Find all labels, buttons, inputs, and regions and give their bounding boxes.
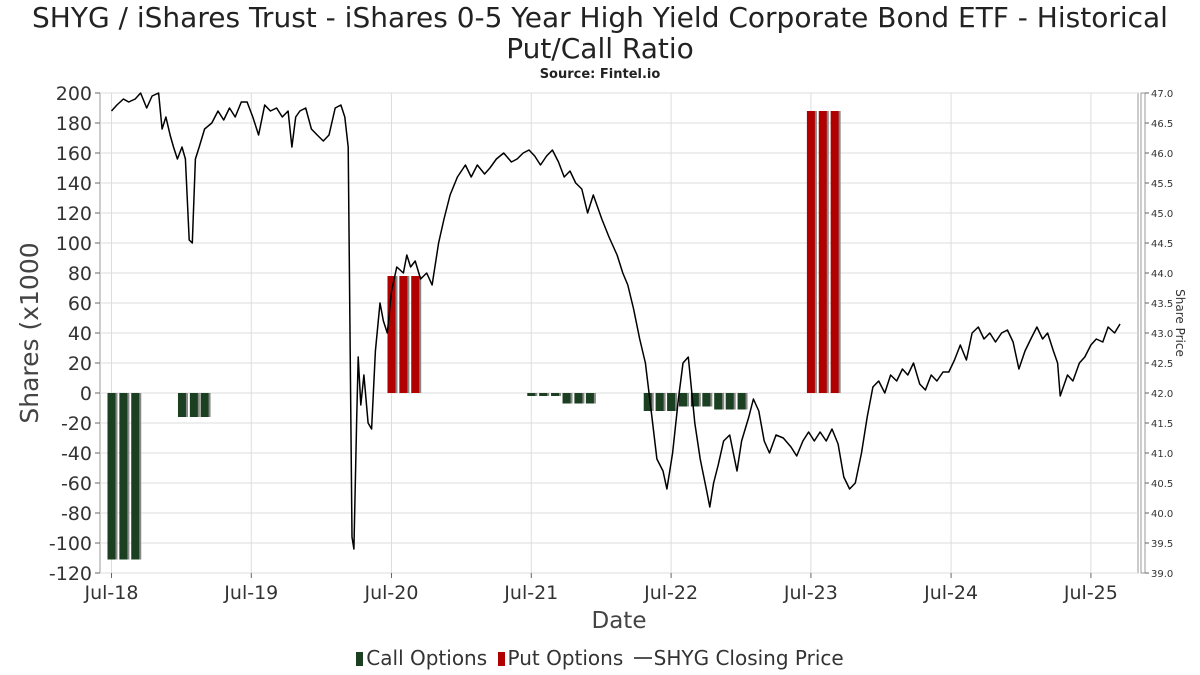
call-bar <box>539 393 548 396</box>
call-bar <box>643 393 652 411</box>
call-bar <box>585 393 594 404</box>
y2-tick-label: 40.0 <box>1151 509 1173 520</box>
price-line-icon <box>633 657 652 659</box>
put-bar <box>830 111 839 393</box>
legend-item-call[interactable]: Call Options <box>356 646 487 670</box>
x-tick-label: Jul-23 <box>783 582 838 604</box>
y2-tick-label: 41.5 <box>1151 419 1173 430</box>
put-bar <box>411 276 420 393</box>
y2-tick-label: 42.5 <box>1151 359 1173 370</box>
call-bar <box>667 393 676 411</box>
call-bar <box>737 393 746 410</box>
x-tick-label: Jul-18 <box>84 582 139 604</box>
call-bar <box>131 393 140 560</box>
legend-item-price[interactable]: SHYG Closing Price <box>633 646 844 670</box>
x-tick-label: Jul-20 <box>363 582 418 604</box>
y-tick-label: 80 <box>68 263 92 285</box>
legend-put-label: Put Options <box>507 646 624 670</box>
y-tick-label: 120 <box>56 203 92 225</box>
y2-tick-label: 44.0 <box>1151 269 1173 280</box>
y2-tick-label: 41.0 <box>1151 449 1173 460</box>
y2-tick-label: 43.0 <box>1151 329 1173 340</box>
y2-tick-label: 46.0 <box>1151 149 1173 160</box>
call-swatch-icon <box>356 652 364 666</box>
y2-tick-label: 43.5 <box>1151 299 1173 310</box>
x-axis-label: Date <box>592 608 647 634</box>
call-bar <box>177 393 186 417</box>
put-swatch-icon <box>497 652 505 666</box>
call-bar <box>562 393 571 404</box>
chart-subtitle: Source: Fintel.io <box>539 67 661 82</box>
y-tick-label: -80 <box>61 503 92 525</box>
y2-tick-label: 42.0 <box>1151 389 1173 400</box>
x-tick-label: Jul-25 <box>1063 582 1118 604</box>
call-bar <box>714 393 723 410</box>
x-tick-label: Jul-24 <box>923 582 978 604</box>
x-tick-label: Jul-22 <box>643 582 698 604</box>
y-tick-label: 60 <box>68 293 92 315</box>
y-tick-label: 160 <box>56 143 92 165</box>
call-bar <box>702 393 711 407</box>
x-tick-label: Jul-21 <box>503 582 558 604</box>
y-tick-label: 40 <box>68 323 92 345</box>
legend: Call Options Put Options SHYG Closing Pr… <box>0 646 1200 670</box>
x-tick-label: Jul-19 <box>223 582 278 604</box>
y2-tick-label: 39.5 <box>1151 539 1173 550</box>
right-axis-frame <box>1140 92 1146 574</box>
call-bar <box>655 393 664 411</box>
call-bar <box>574 393 583 404</box>
y2-axis-label: Share Price <box>1173 289 1187 357</box>
call-bar <box>107 393 116 560</box>
call-bar <box>527 393 536 396</box>
call-bar <box>200 393 209 417</box>
price-line <box>110 92 1121 550</box>
y2-tick-label: 44.5 <box>1151 239 1173 250</box>
put-bar <box>399 276 408 393</box>
y2-tick-label: 40.5 <box>1151 479 1173 490</box>
chart-canvas: 200180160140120100806040200-20-40-60-80-… <box>15 83 1187 634</box>
chart-title: SHYG / iShares Trust - iShares 0-5 Year … <box>32 1 1168 34</box>
put-bar <box>387 276 396 393</box>
chart-title-line2: Put/Call Ratio <box>506 32 694 65</box>
y-tick-label: 0 <box>80 383 92 405</box>
y-tick-label: 20 <box>68 353 92 375</box>
call-bar <box>690 393 699 407</box>
y-tick-label: 180 <box>56 113 92 135</box>
y-tick-label: -120 <box>49 563 92 585</box>
put-bar <box>806 111 815 393</box>
y2-tick-label: 46.5 <box>1151 119 1173 130</box>
y2-tick-label: 39.0 <box>1151 569 1173 580</box>
call-bar <box>725 393 734 410</box>
legend-price-label: SHYG Closing Price <box>653 646 844 670</box>
y-tick-label: 200 <box>56 83 92 105</box>
call-bar <box>551 393 560 396</box>
y-tick-label: -60 <box>61 473 92 495</box>
legend-call-label: Call Options <box>366 646 488 670</box>
y2-tick-label: 45.0 <box>1151 209 1173 220</box>
call-bar <box>678 393 687 407</box>
y-axis-label: Shares (x1000 <box>15 242 44 423</box>
call-bar <box>119 393 128 560</box>
y2-tick-label: 45.5 <box>1151 179 1173 190</box>
y-tick-label: 140 <box>56 173 92 195</box>
y-tick-label: -100 <box>49 533 92 555</box>
y2-tick-label: 47.0 <box>1151 89 1173 100</box>
legend-item-put[interactable]: Put Options <box>497 646 624 670</box>
y-tick-label: -20 <box>61 413 92 435</box>
call-bar <box>189 393 198 417</box>
put-bar <box>818 111 827 393</box>
y-tick-label: 100 <box>56 233 92 255</box>
y-tick-label: -40 <box>61 443 92 465</box>
